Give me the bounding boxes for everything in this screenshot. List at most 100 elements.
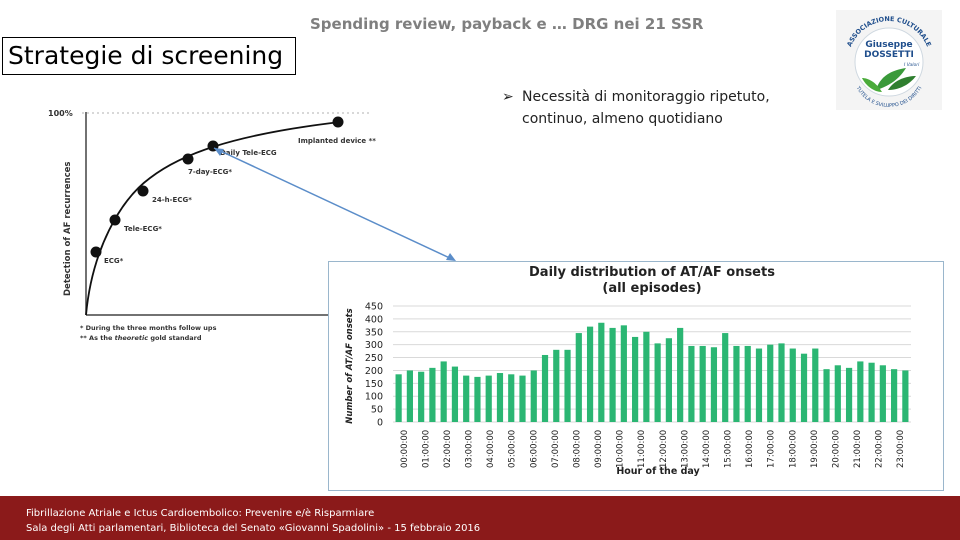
bar — [485, 375, 492, 422]
bar — [451, 366, 459, 422]
x-tick-label: 21:00:00 — [853, 430, 863, 468]
bullet-line-1: Necessità di monitoraggio ripetuto, — [522, 89, 770, 105]
curve-point — [90, 246, 102, 258]
bar — [857, 361, 864, 422]
chart-title-line-2: (all episodes) — [602, 281, 701, 296]
arrow-bullet-icon: ➢ — [502, 89, 514, 105]
logo-name-first: Giuseppe — [865, 40, 912, 50]
x-tick-label: 15:00:00 — [724, 430, 734, 468]
y-tick-label: 0 — [377, 418, 383, 429]
x-axis-label: Hour of the day — [616, 466, 700, 477]
x-tick-label: 07:00:00 — [551, 430, 561, 468]
bar — [733, 345, 740, 422]
bar — [789, 348, 796, 422]
x-tick-label: 13:00:00 — [680, 430, 690, 468]
y-tick-label: 250 — [365, 353, 383, 364]
curve-point — [332, 116, 344, 128]
bar-chart: Daily distribution of AT/AF onsets(all e… — [345, 265, 911, 477]
y-tick-label: 350 — [365, 327, 383, 338]
bar — [677, 327, 684, 422]
curve-point-label: 24-h-ECG* — [152, 196, 192, 204]
section-title: Strategie di screening — [8, 41, 284, 70]
bar — [496, 373, 504, 422]
chart-title-line-1: Daily distribution of AT/AF onsets — [529, 265, 775, 280]
y-top-label: 100% — [48, 109, 73, 118]
footer-line-2: Sala degli Atti parlamentari, Biblioteca… — [26, 523, 481, 534]
footnote-2: ** As the theoretic gold standard — [80, 334, 202, 342]
bar — [823, 369, 830, 422]
bar — [834, 365, 841, 422]
x-tick-label: 14:00:00 — [702, 430, 712, 468]
y-tick-label: 400 — [365, 314, 383, 325]
x-tick-label: 09:00:00 — [594, 430, 604, 468]
x-tick-label: 06:00:00 — [529, 430, 539, 468]
bar — [778, 343, 785, 422]
x-tick-label: 16:00:00 — [745, 430, 755, 468]
bar — [508, 374, 515, 422]
curve-point — [109, 214, 121, 226]
slide-header-title: Spending review, payback e … DRG nei 21 … — [310, 15, 704, 33]
bar — [868, 362, 875, 422]
bar — [710, 347, 718, 422]
bar — [722, 333, 729, 422]
bar — [744, 345, 751, 422]
y-tick-label: 150 — [365, 379, 383, 390]
bar — [541, 354, 549, 422]
x-tick-label: 05:00:00 — [508, 430, 518, 468]
x-tick-label: 23:00:00 — [896, 430, 906, 468]
bar — [586, 326, 594, 422]
x-tick-label: 19:00:00 — [810, 430, 820, 468]
y-tick-label: 50 — [371, 405, 383, 416]
bar — [598, 322, 605, 422]
x-tick-label: 04:00:00 — [486, 430, 496, 468]
bar — [800, 353, 808, 422]
bar — [564, 349, 571, 422]
bar — [406, 370, 413, 422]
x-tick-label: 17:00:00 — [767, 430, 777, 468]
bar — [553, 349, 560, 422]
x-tick-label: 02:00:00 — [443, 430, 453, 468]
bar — [699, 345, 706, 422]
bar — [429, 367, 436, 422]
bar — [879, 365, 886, 422]
logo-name-last: DOSSETTI — [864, 50, 914, 60]
x-tick-label: 03:00:00 — [465, 430, 475, 468]
curve-point-label: Implanted device ** — [298, 137, 376, 145]
bar — [688, 345, 695, 422]
x-tick-label: 12:00:00 — [659, 430, 669, 468]
bar — [767, 344, 774, 422]
bar — [418, 371, 425, 422]
slide-footer: Fibrillazione Atriale e Ictus Cardioembo… — [0, 496, 960, 540]
curve-point-label: ECG* — [104, 257, 124, 265]
bar — [654, 343, 661, 422]
y-tick-label: 450 — [365, 302, 383, 313]
bar — [665, 338, 672, 422]
footnote-1: * During the three months follow ups — [80, 324, 217, 332]
bar — [395, 374, 402, 422]
x-tick-label: 18:00:00 — [788, 430, 798, 468]
y-tick-label: 100 — [365, 392, 383, 403]
y-tick-label: 300 — [365, 340, 383, 351]
x-tick-label: 11:00:00 — [637, 430, 647, 468]
bar — [643, 331, 650, 422]
x-tick-label: 22:00:00 — [875, 430, 885, 468]
bar — [530, 370, 537, 422]
bar — [902, 370, 909, 422]
curve-point — [137, 185, 149, 197]
x-tick-label: 20:00:00 — [831, 430, 841, 468]
bar — [812, 348, 819, 422]
x-tick-label: 10:00:00 — [616, 430, 626, 468]
bar — [463, 375, 470, 422]
x-tick-label: 01:00:00 — [421, 430, 431, 468]
x-tick-label: 00:00:00 — [400, 430, 410, 468]
curve-point-label: Tele-ECG* — [124, 225, 162, 233]
footer-line-1: Fibrillazione Atriale e Ictus Cardioembo… — [26, 508, 375, 519]
section-title-box: Strategie di screening — [2, 37, 296, 75]
curve-point — [182, 153, 194, 165]
leaf-icon — [862, 68, 916, 92]
x-tick-label: 08:00:00 — [572, 430, 582, 468]
bar — [845, 367, 853, 422]
arrowhead-end-icon — [446, 253, 456, 261]
bar — [474, 376, 481, 422]
bar — [755, 348, 763, 422]
